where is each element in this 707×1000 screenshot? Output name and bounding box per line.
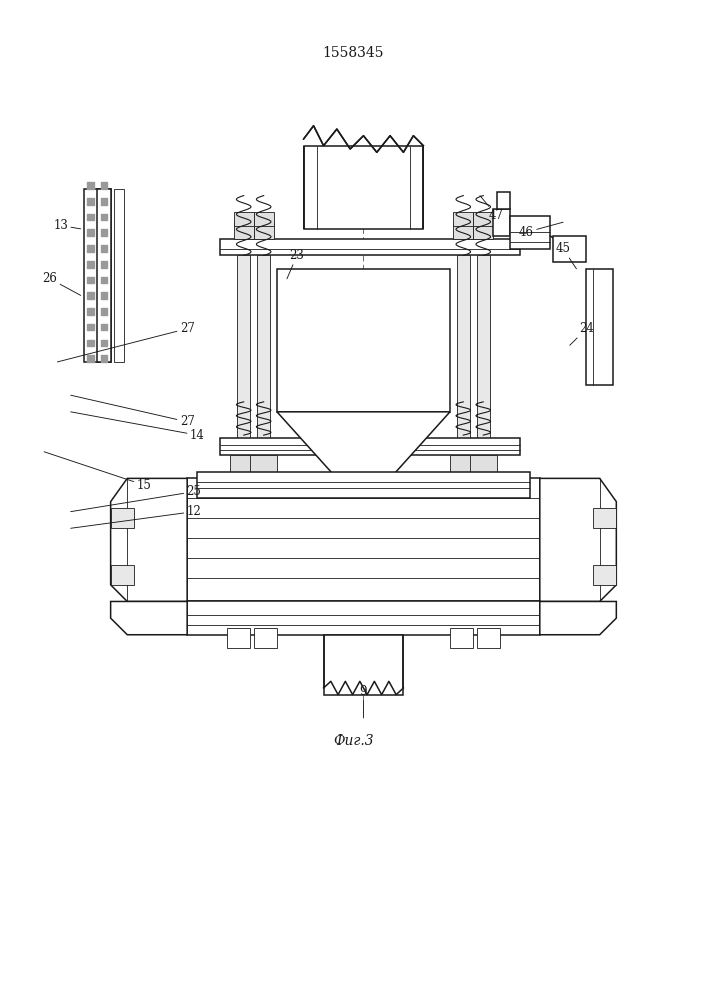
Polygon shape bbox=[110, 478, 187, 601]
Text: 15: 15 bbox=[44, 452, 151, 492]
Bar bbox=[450, 455, 477, 472]
Polygon shape bbox=[540, 478, 617, 601]
Text: 47: 47 bbox=[480, 196, 504, 222]
Bar bbox=[98, 189, 110, 362]
Bar bbox=[187, 601, 540, 635]
Text: 14: 14 bbox=[71, 412, 204, 442]
Bar bbox=[453, 222, 473, 239]
Bar bbox=[254, 628, 277, 648]
Bar bbox=[277, 269, 450, 412]
Text: 1558345: 1558345 bbox=[323, 46, 384, 60]
Bar bbox=[227, 628, 250, 648]
Bar bbox=[197, 472, 530, 498]
Bar bbox=[324, 635, 404, 695]
Text: 46: 46 bbox=[519, 222, 563, 239]
Bar bbox=[470, 455, 496, 472]
Bar bbox=[593, 565, 617, 585]
Bar bbox=[234, 222, 254, 239]
Text: 12: 12 bbox=[71, 505, 201, 528]
Bar bbox=[230, 455, 257, 472]
Bar bbox=[234, 212, 254, 226]
Bar bbox=[221, 438, 520, 455]
Bar bbox=[493, 209, 510, 236]
Bar bbox=[110, 508, 134, 528]
Bar bbox=[250, 455, 277, 472]
Text: 45: 45 bbox=[556, 242, 576, 269]
Polygon shape bbox=[110, 601, 187, 635]
Bar bbox=[457, 255, 470, 445]
Bar bbox=[453, 212, 473, 226]
Bar bbox=[84, 189, 110, 362]
Bar bbox=[450, 628, 473, 648]
Polygon shape bbox=[277, 412, 450, 478]
Bar bbox=[187, 478, 540, 601]
Bar bbox=[257, 255, 270, 445]
Bar bbox=[593, 508, 617, 528]
Text: 27: 27 bbox=[71, 395, 194, 428]
Text: 27: 27 bbox=[57, 322, 194, 362]
Bar bbox=[477, 628, 500, 648]
Bar bbox=[221, 239, 520, 255]
Bar bbox=[303, 146, 423, 229]
Text: Фиг.3: Фиг.3 bbox=[333, 734, 374, 748]
Bar bbox=[473, 212, 493, 226]
Polygon shape bbox=[540, 601, 617, 635]
Text: 25: 25 bbox=[71, 485, 201, 512]
Bar bbox=[114, 189, 124, 362]
Text: 24: 24 bbox=[570, 322, 594, 345]
Bar bbox=[254, 222, 274, 239]
Bar bbox=[496, 192, 510, 209]
Bar bbox=[510, 216, 550, 249]
Text: 26: 26 bbox=[42, 272, 81, 295]
Text: 23: 23 bbox=[287, 249, 305, 279]
Bar bbox=[237, 255, 250, 445]
Bar bbox=[110, 565, 134, 585]
Bar bbox=[473, 222, 493, 239]
Bar bbox=[553, 236, 586, 262]
Text: 9: 9 bbox=[360, 685, 367, 718]
Bar bbox=[477, 255, 490, 445]
Text: 13: 13 bbox=[53, 219, 81, 232]
Bar bbox=[586, 269, 613, 385]
Bar bbox=[254, 212, 274, 226]
